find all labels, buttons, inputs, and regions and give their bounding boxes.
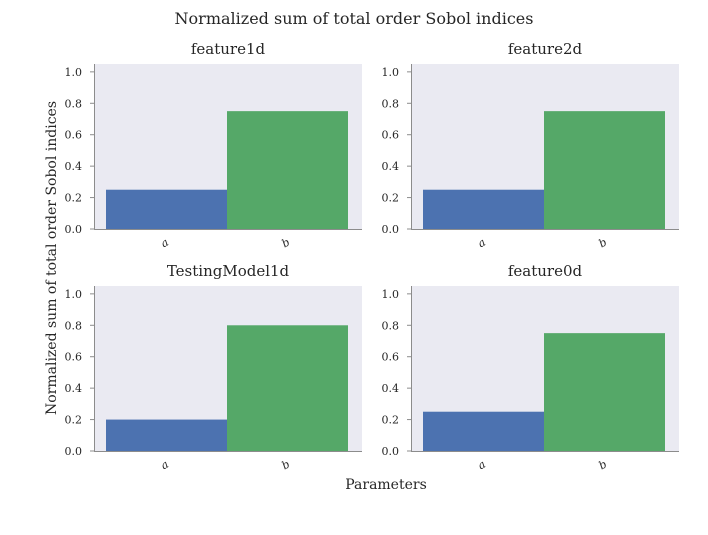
y-tick-label: 0.6 [65,351,83,364]
subplot-3: TestingModel1d 0.0 0.2 0.4 0.6 0.8 1.0 a b [65,262,362,473]
bar-a [106,189,227,229]
y-tick-label: 0.8 [65,97,83,110]
x-axis-label: Parameters [345,477,427,493]
x-tick-label: a [476,236,488,251]
subplot-2: feature2d 0.0 0.2 0.4 0.6 0.8 1.0 a b [382,40,679,251]
y-tick-label: 0.6 [382,129,400,142]
subplot-4: feature0d 0.0 0.2 0.4 0.6 0.8 1.0 a b [382,262,679,473]
x-tick-label: b [596,236,609,251]
subplot-title: feature2d [508,40,583,58]
subplot-1: feature1d 0.0 0.2 0.4 0.6 0.8 1.0 a b [65,40,362,251]
figure-title: Normalized sum of total order Sobol indi… [175,9,534,28]
y-tick-label: 1.0 [382,66,400,79]
y-tick-label: 0.0 [382,223,400,236]
y-tick-label: 0.2 [65,414,83,427]
bar-b [544,333,665,451]
y-axis-label: Normalized sum of total order Sobol indi… [44,101,60,415]
y-tick-label: 0.8 [382,319,400,332]
y-tick-label: 0.4 [382,382,400,395]
bar-a [106,419,227,451]
bar-b [544,111,665,229]
y-tick-label: 1.0 [65,66,83,79]
y-tick-label: 1.0 [382,288,400,301]
x-tick-label: b [596,458,609,473]
subplot-title: TestingModel1d [167,262,290,280]
x-tick-label: a [159,458,171,473]
y-tick-label: 0.6 [382,351,400,364]
y-tick-label: 0.4 [382,160,400,173]
subplot-title: feature0d [508,262,583,280]
y-tick-label: 0.4 [65,160,83,173]
x-tick-label: b [279,458,292,473]
y-tick-label: 0.0 [382,445,400,458]
y-tick-label: 0.8 [65,319,83,332]
panels: feature1d 0.0 0.2 0.4 0.6 0.8 1.0 a b feature2d 0.… [65,40,679,473]
bar-a [423,411,544,451]
y-tick-label: 0.6 [65,129,83,142]
y-tick-label: 0.2 [382,414,400,427]
subplot-title: feature1d [191,40,266,58]
y-tick-label: 0.8 [382,97,400,110]
y-tick-label: 0.4 [65,382,83,395]
bar-b [227,325,348,451]
x-tick-label: a [159,236,171,251]
bar-b [227,111,348,229]
x-tick-label: a [476,458,488,473]
x-tick-label: b [279,236,292,251]
y-tick-label: 0.2 [382,192,400,205]
y-tick-label: 0.0 [65,445,83,458]
y-tick-label: 1.0 [65,288,83,301]
bar-a [423,189,544,229]
y-tick-label: 0.0 [65,223,83,236]
y-tick-label: 0.2 [65,192,83,205]
